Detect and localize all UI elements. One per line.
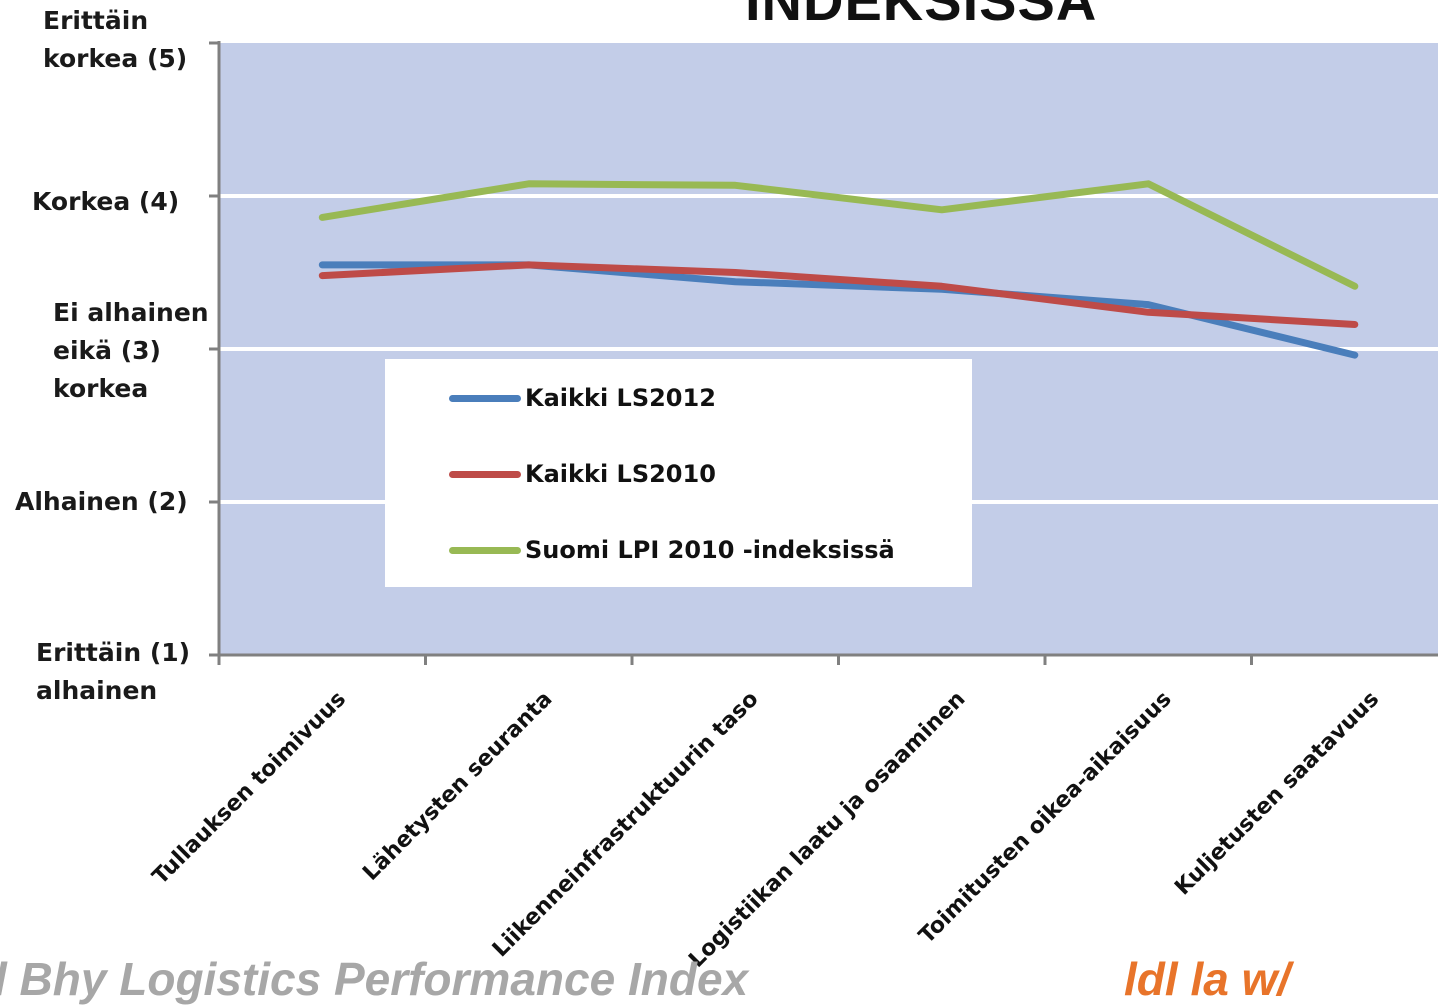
y-tick-label: Erittäin (1) alhainen (36, 638, 191, 705)
y-tick-label: Alhainen (2) (15, 487, 188, 516)
legend-item: Kaikki LS2012 (449, 383, 716, 413)
legend: Kaikki LS2012 Kaikki LS2010 Suomi LPI 20… (385, 359, 972, 587)
legend-label: Kaikki LS2010 (525, 460, 716, 488)
y-tick-label: Erittäin korkea (5) (43, 6, 188, 73)
legend-item: Suomi LPI 2010 -indeksissä (449, 535, 895, 565)
legend-swatch (449, 470, 521, 478)
legend-swatch (449, 394, 521, 402)
y-tick-label: Korkea (4) (32, 187, 180, 216)
legend-item: Kaikki LS2010 (449, 459, 716, 489)
series-line (318, 180, 1359, 290)
y-tick-label: Ei alhainen eikä (3) korkea (53, 298, 209, 403)
legend-label: Suomi LPI 2010 -indeksissä (525, 536, 895, 564)
footer-link: ldl la w/ (1124, 953, 1291, 1005)
series-line (318, 261, 1359, 328)
legend-swatch (449, 546, 521, 554)
legend-label: Kaikki LS2012 (525, 384, 716, 412)
chart-title: INDEKSISSÄ (745, 0, 1098, 32)
footer-caption: l Bhy Logistics Performance Index (0, 953, 749, 1005)
